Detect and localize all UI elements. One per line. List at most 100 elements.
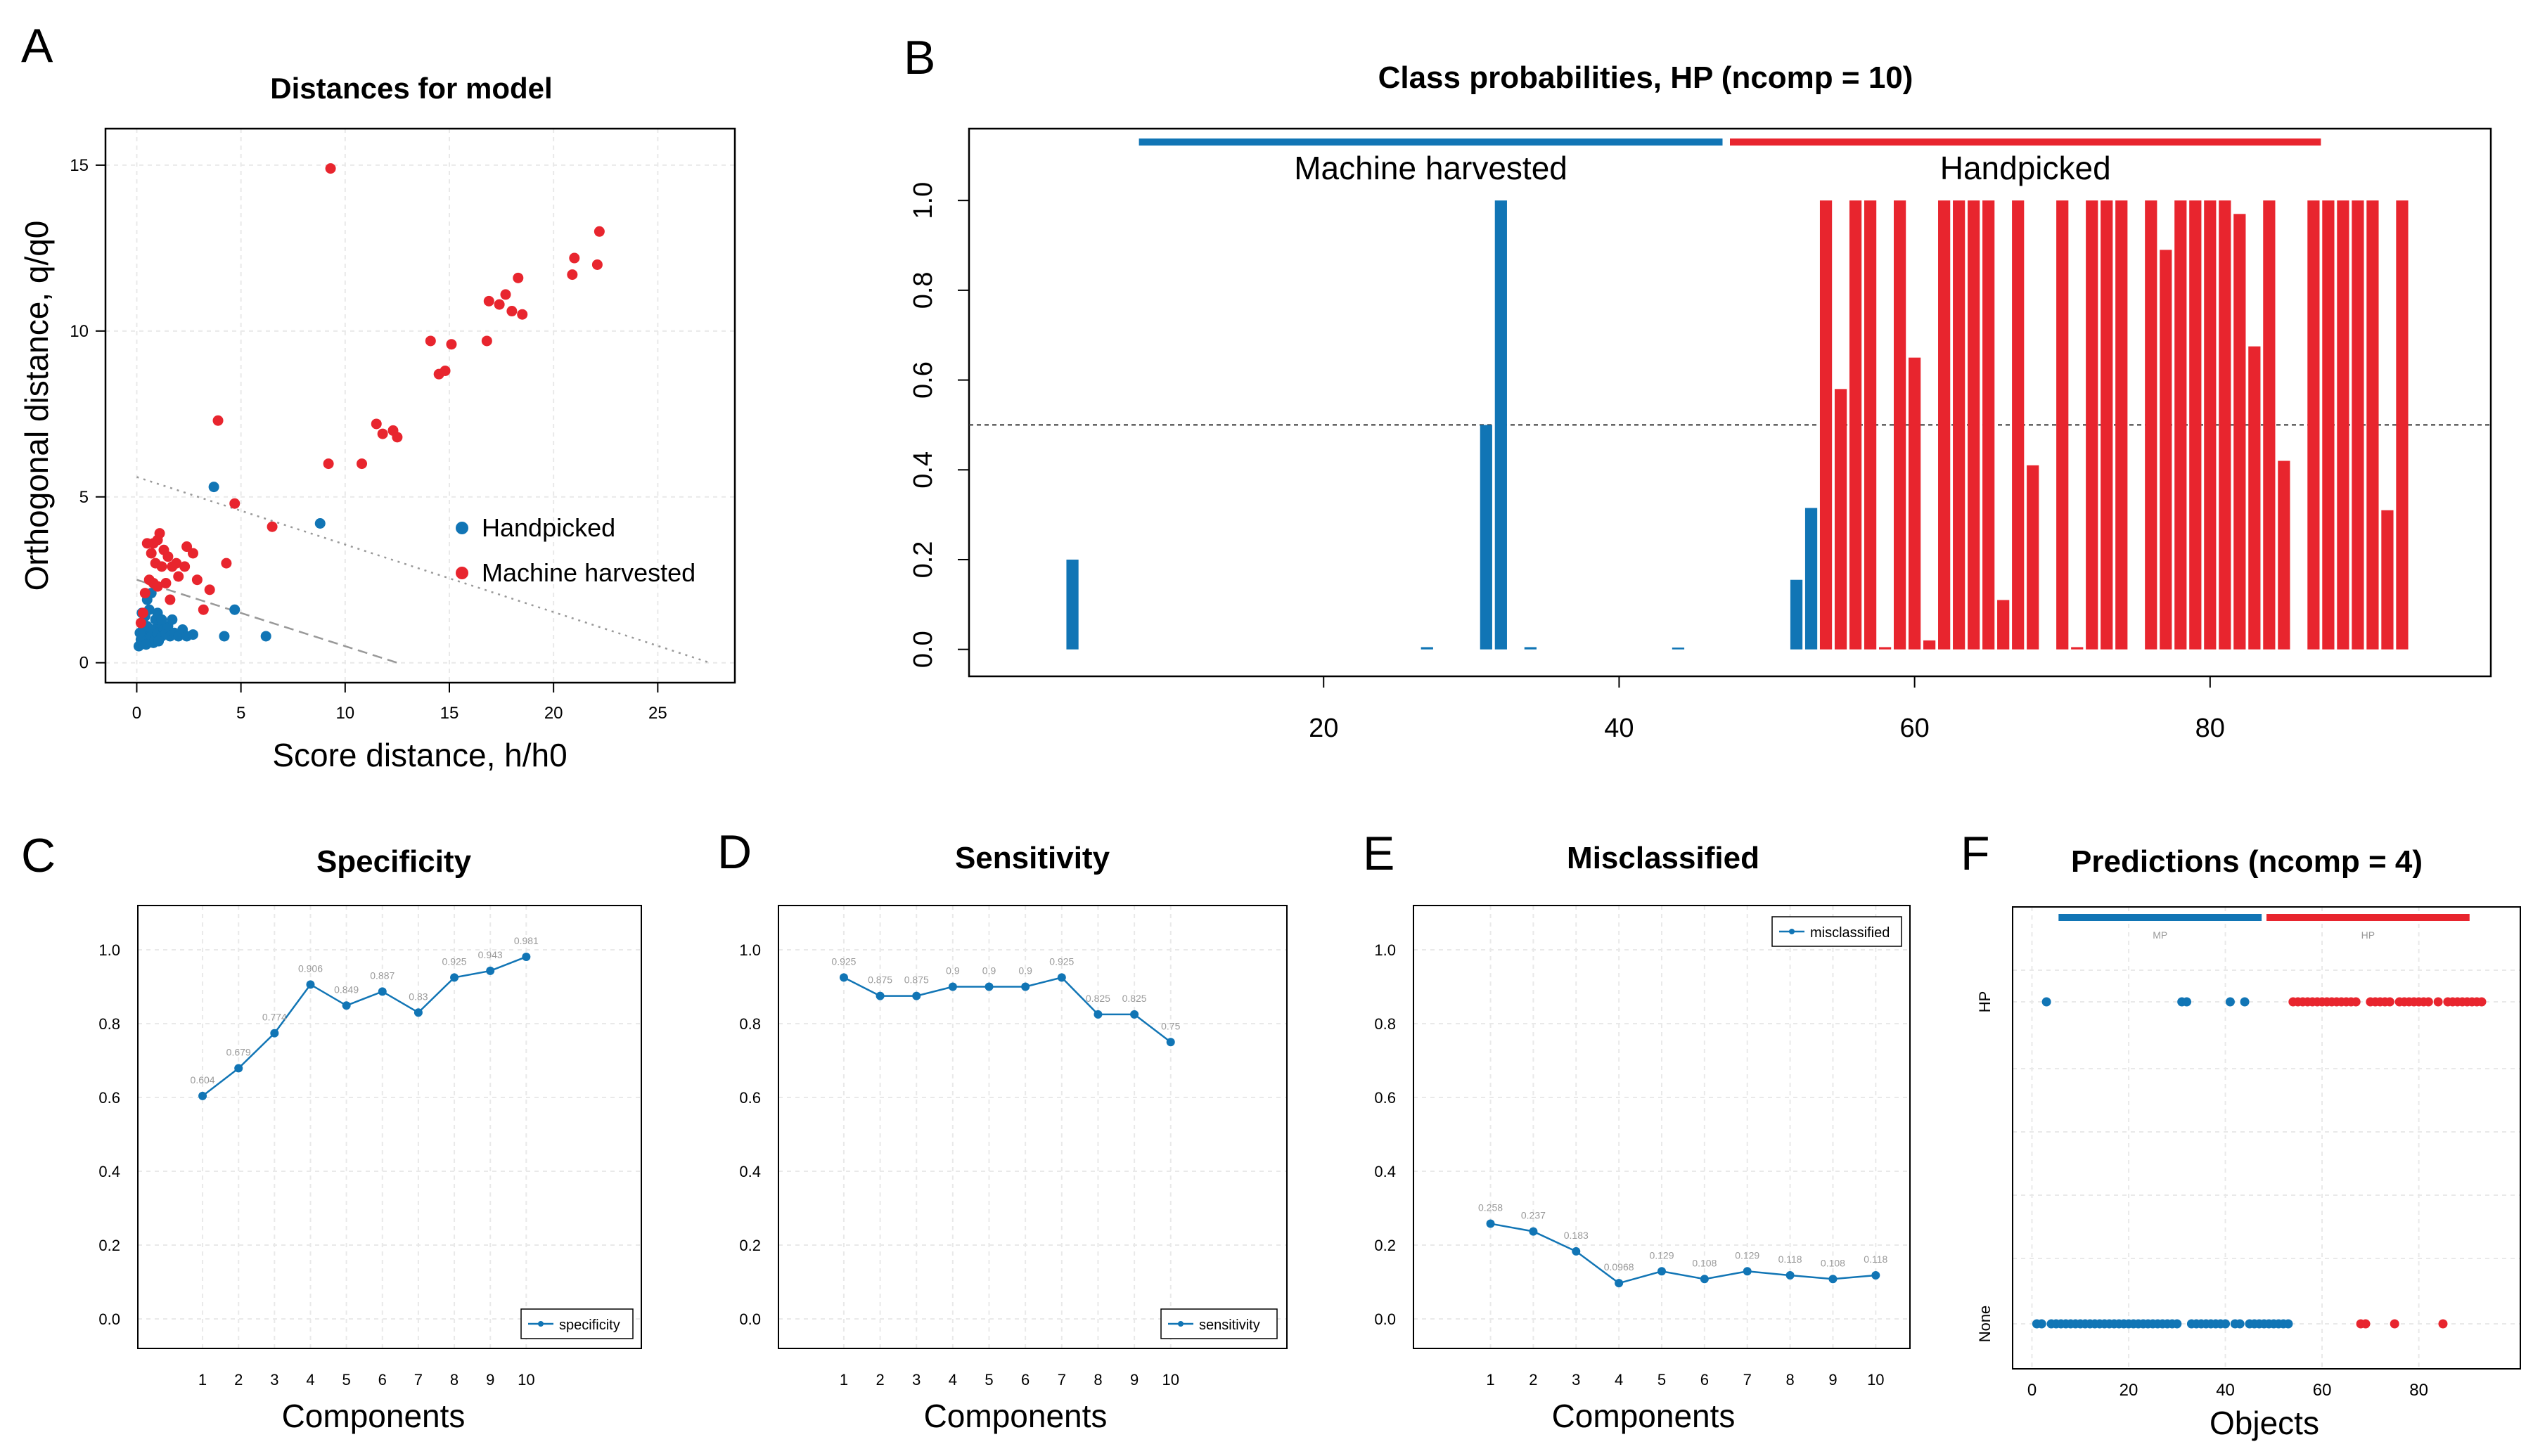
data-label: 0.774 (262, 1012, 287, 1023)
machine-harvested-point (191, 574, 203, 586)
machine-harvested-point (181, 541, 193, 553)
panel-f-title: Predictions (ncomp = 4) (2071, 844, 2423, 879)
data-label: 0.75 (1161, 1020, 1180, 1031)
prediction-point-hp (2351, 997, 2361, 1007)
x-tick-label: 4 (1615, 1371, 1623, 1389)
panel-letter-b: B (904, 31, 935, 84)
data-point (1486, 1219, 1495, 1228)
x-tick-label: 10 (1162, 1371, 1179, 1389)
prediction-point-hp (2385, 997, 2394, 1007)
data-point (1130, 1010, 1139, 1019)
prediction-point-hp (2477, 997, 2487, 1007)
panel-a-xlabel: Score distance, h/h0 (272, 737, 567, 773)
probability-bar-machine-harvested (1494, 200, 1507, 650)
y-tick-label: 10 (70, 322, 89, 341)
panel-c-xlabel: Components (282, 1398, 466, 1434)
y-tick-label: 0.4 (98, 1163, 120, 1180)
panel-a-ylabel: Orthogonal distance, q/q0 (18, 221, 55, 591)
panel-f-plot-frame (2012, 906, 2521, 1370)
panel-e-legend: misclassified (1771, 916, 1902, 947)
machine-harvested-point (377, 428, 388, 439)
data-point (1166, 1038, 1175, 1047)
data-point (1615, 1279, 1624, 1288)
y-tick-label: 0.4 (739, 1163, 761, 1180)
data-point (486, 966, 495, 975)
machine-harvested-point (446, 339, 457, 350)
x-tick-label: 1 (198, 1371, 207, 1389)
probability-bar-handpicked (2174, 200, 2187, 650)
prediction-point-hp (2041, 997, 2051, 1007)
probability-bar-handpicked (2381, 510, 2394, 650)
probability-bar-handpicked (2071, 647, 2084, 650)
y-tick-label: 0.4 (1374, 1163, 1396, 1180)
data-label: 0.129 (1649, 1249, 1674, 1261)
data-label: 0.943 (478, 949, 503, 960)
probability-bar-handpicked (2086, 200, 2098, 650)
data-label: 0.83 (409, 991, 428, 1002)
x-tick-label: 2 (876, 1371, 884, 1389)
x-tick-label: 5 (985, 1371, 993, 1389)
prediction-point-none (2235, 1319, 2245, 1329)
machine-harvested-point (171, 558, 182, 569)
panel-b-class-probabilities-chart: Class probabilities, HP (ncomp = 10) Mac… (909, 60, 2492, 743)
panel-d-legend: sensitivity (1160, 1308, 1278, 1339)
panel-b-plot-frame (968, 127, 2492, 678)
handpicked-point (229, 604, 241, 615)
machine-harvested-point (594, 226, 605, 237)
x-tick-label: 6 (1021, 1371, 1030, 1389)
prediction-point-none (2172, 1319, 2182, 1329)
handpicked-point (141, 639, 152, 650)
group-label-handpicked: Handpicked (1940, 150, 2111, 186)
panel-a-legend: Handpicked Machine harvested (456, 513, 695, 587)
legend-label-handpicked: Handpicked (482, 513, 615, 542)
probability-bar-machine-harvested (1480, 425, 1492, 650)
data-point (378, 987, 387, 996)
series-line (202, 955, 527, 1097)
panel-d-title: Sensitivity (955, 841, 1110, 875)
data-point (1529, 1227, 1538, 1236)
panel-letter-f: F (1961, 827, 1990, 880)
probability-bar-handpicked (2012, 200, 2025, 650)
panel-a-plot-frame (104, 127, 736, 684)
data-point (876, 991, 885, 1000)
x-tick-label: 1 (1486, 1371, 1494, 1389)
panel-d-xlabel: Components (924, 1398, 1108, 1434)
probability-bar-handpicked (1819, 200, 1833, 650)
prediction-point-none (2221, 1319, 2231, 1329)
x-tick-label: 2 (1529, 1371, 1537, 1389)
prediction-point-hp (2240, 997, 2250, 1007)
data-point (1057, 973, 1066, 982)
machine-harvested-point (513, 272, 524, 283)
data-point (234, 1064, 243, 1073)
machine-harvested-point (229, 498, 241, 509)
prediction-point-hp (2433, 997, 2443, 1007)
y-tick-label: 0 (79, 654, 89, 673)
data-point (342, 1001, 351, 1010)
probability-bar-handpicked (1997, 600, 2010, 650)
data-label: 0.0968 (1604, 1261, 1634, 1273)
data-label: 0.981 (514, 935, 539, 946)
probability-bar-handpicked (2027, 465, 2039, 650)
handpicked-point (260, 631, 271, 642)
y-tick-label: 0.0 (1374, 1310, 1396, 1328)
data-point (985, 982, 994, 991)
panel-c-plot-frame (137, 905, 642, 1349)
data-label: 0.258 (1478, 1202, 1503, 1213)
panel-letter-e: E (1363, 827, 1394, 880)
x-tick-label: 7 (414, 1371, 423, 1389)
probability-bar-handpicked (1849, 200, 1862, 650)
x-tick-label: 4 (306, 1371, 314, 1389)
machine-harvested-point (483, 295, 494, 307)
data-point (522, 952, 531, 961)
machine-harvested-point (440, 365, 451, 376)
x-tick-label: 8 (450, 1371, 458, 1389)
machine-harvested-point (187, 548, 198, 559)
probability-bar-handpicked (2352, 200, 2364, 650)
probability-bar-handpicked (2160, 250, 2172, 650)
x-tick-label: 1 (840, 1371, 848, 1389)
machine-harvested-point (154, 528, 165, 539)
y-tick-label: 0.6 (98, 1089, 120, 1107)
data-label: 0.875 (868, 974, 892, 986)
data-point (912, 991, 921, 1000)
y-tick-label: 0.2 (739, 1237, 761, 1254)
